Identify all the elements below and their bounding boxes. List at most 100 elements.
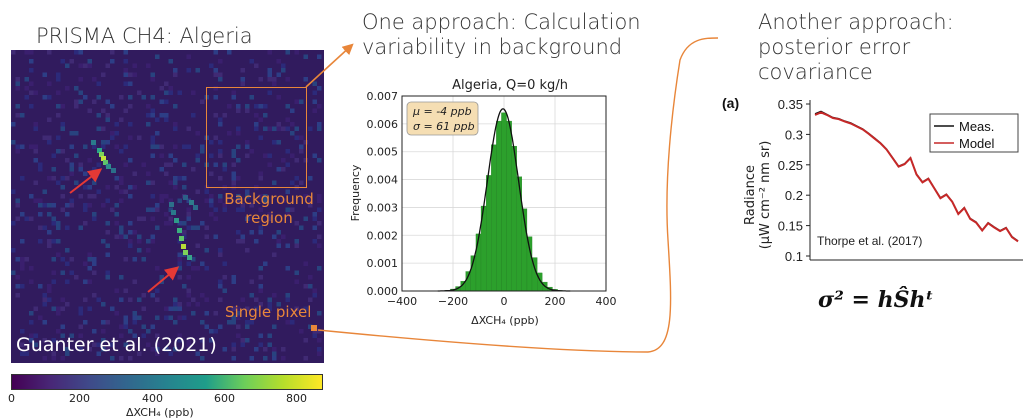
map-pixel <box>15 198 20 203</box>
map-pixel <box>236 131 241 136</box>
map-pixel <box>114 131 119 136</box>
map-pixel <box>20 329 25 334</box>
map-pixel <box>290 131 295 136</box>
map-pixel <box>141 95 146 100</box>
map-pixel <box>78 194 83 199</box>
map-pixel <box>87 257 92 262</box>
map-pixel <box>285 297 290 302</box>
map-pixel <box>209 198 214 203</box>
map-pixel <box>186 275 191 280</box>
map-pixel <box>150 234 155 239</box>
map-pixel <box>11 221 16 226</box>
map-pixel <box>240 203 245 208</box>
map-pixel <box>195 351 200 356</box>
map-pixel <box>132 72 137 77</box>
map-pixel <box>177 221 182 226</box>
map-pixel <box>240 239 245 244</box>
map-pixel <box>83 221 88 226</box>
map-pixel <box>78 50 83 55</box>
map-pixel <box>209 329 214 334</box>
map-pixel <box>209 338 214 343</box>
map-pixel <box>164 194 169 199</box>
map-pixel <box>177 261 182 266</box>
middle-heading-line2: variability in background <box>362 35 623 59</box>
map-pixel <box>38 198 43 203</box>
map-pixel <box>213 135 218 140</box>
map-pixel <box>182 284 187 289</box>
map-pixel <box>299 225 304 230</box>
map-pixel <box>110 342 115 347</box>
map-pixel <box>308 284 313 289</box>
map-pixel <box>29 59 34 64</box>
radiance-ytick-label: 0.35 <box>778 97 803 112</box>
map-pixel <box>290 320 295 325</box>
map-pixel <box>231 180 236 185</box>
map-pixel <box>105 270 110 275</box>
map-pixel <box>258 302 263 307</box>
map-pixel <box>87 63 92 68</box>
map-pixel <box>141 162 146 167</box>
map-pixel <box>177 333 182 338</box>
histogram-xtick-label: −400 <box>387 295 417 308</box>
map-pixel <box>231 153 236 158</box>
map-pixel <box>146 342 151 347</box>
map-pixel <box>20 257 25 262</box>
map-pixel <box>204 297 209 302</box>
map-pixel <box>96 81 101 86</box>
plume-pixel <box>171 210 176 215</box>
map-pixel <box>60 59 65 64</box>
map-pixel <box>29 144 34 149</box>
map-pixel <box>222 288 227 293</box>
map-pixel <box>83 203 88 208</box>
map-pixel <box>231 90 236 95</box>
map-pixel <box>240 77 245 82</box>
map-pixel <box>236 324 241 329</box>
map-pixel <box>272 347 277 352</box>
map-pixel <box>186 302 191 307</box>
map-pixel <box>105 99 110 104</box>
map-pixel <box>245 216 250 221</box>
map-pixel <box>245 104 250 109</box>
map-pixel <box>69 333 74 338</box>
map-pixel <box>56 180 61 185</box>
map-pixel <box>96 95 101 100</box>
map-pixel <box>312 90 317 95</box>
map-pixel <box>83 171 88 176</box>
map-pixel <box>60 324 65 329</box>
map-pixel <box>119 180 124 185</box>
map-pixel <box>164 171 169 176</box>
map-pixel <box>123 320 128 325</box>
map-pixel <box>119 234 124 239</box>
map-pixel <box>177 176 182 181</box>
map-pixel <box>29 266 34 271</box>
map-pixel <box>267 212 272 217</box>
map-pixel <box>150 180 155 185</box>
histogram-title: Algeria, Q=0 kg/h <box>452 78 568 93</box>
map-pixel <box>213 86 218 91</box>
map-pixel <box>213 329 218 334</box>
map-pixel <box>101 203 106 208</box>
map-pixel <box>105 117 110 122</box>
map-pixel <box>159 279 164 284</box>
map-pixel <box>231 171 236 176</box>
map-pixel <box>132 320 137 325</box>
map-pixel <box>60 126 65 131</box>
map-pixel <box>65 248 70 253</box>
map-pixel <box>191 225 196 230</box>
map-pixel <box>137 135 142 140</box>
map-pixel <box>240 234 245 239</box>
map-pixel <box>231 176 236 181</box>
map-pixel <box>222 207 227 212</box>
colorbar-tick-0: 0 <box>8 392 15 405</box>
map-pixel <box>312 225 317 230</box>
map-pixel <box>51 153 56 158</box>
map-pixel <box>128 122 133 127</box>
map-pixel <box>101 302 106 307</box>
map-pixel <box>303 306 308 311</box>
map-pixel <box>249 356 254 361</box>
map-pixel <box>312 99 317 104</box>
map-pixel <box>294 239 299 244</box>
map-pixel <box>128 243 133 248</box>
map-pixel <box>303 54 308 59</box>
middle-heading-line1: One approach: Calculation <box>362 10 641 34</box>
